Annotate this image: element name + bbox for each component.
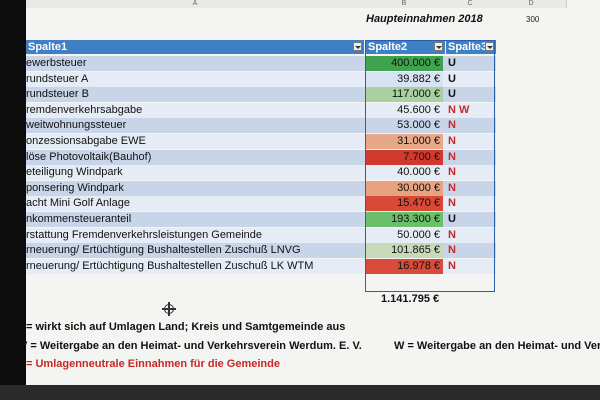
row-name-cell[interactable]: remdenverkehrsabgabe	[26, 103, 143, 116]
row-value-cell[interactable]: 101.865 €	[366, 243, 443, 259]
row-value-cell[interactable]: 31.000 €	[366, 134, 443, 149]
table-row[interactable]: weitwohnungssteuer 53.000 € N	[26, 118, 496, 134]
row-flag-cell[interactable]: U	[448, 213, 456, 225]
table-header-spalte2[interactable]: Spalte2	[365, 40, 445, 54]
row-value-cell[interactable]: 16.978 €	[366, 258, 443, 274]
row-flag-cell[interactable]: N	[448, 244, 456, 257]
row-name-cell[interactable]: löse Photovoltaik(Bauhof)	[26, 150, 152, 163]
row-value-cell[interactable]: 193.300 €	[366, 212, 443, 227]
row-flag-cell[interactable]: N	[448, 228, 456, 241]
cursor-crosshair-icon	[162, 302, 176, 316]
monitor-bottom-edge	[0, 385, 600, 400]
sheet-title-cell[interactable]: Haupteinnahmen 2018	[366, 13, 483, 25]
legend-note-w[interactable]: W = Weitergabe an den Heimat- und Verkeh	[394, 340, 600, 352]
filter-dropdown-icon[interactable]	[485, 42, 494, 51]
table-header-spalte3[interactable]: Spalte3	[446, 40, 496, 54]
row-name-cell[interactable]: rstattung Fremdenverkehrsleistungen Geme…	[26, 228, 263, 241]
table-row[interactable]: rundsteuer B 117.000 € U	[26, 87, 496, 103]
table-row[interactable]: eteiligung Windpark 40.000 € N	[26, 165, 496, 181]
row-flag-cell[interactable]: N	[448, 197, 456, 210]
row-flag-cell[interactable]: N	[448, 135, 456, 147]
row-name-cell[interactable]: rneuerung/ Ertüchtigung Bushaltestellen …	[26, 259, 314, 272]
header-label-spalte3: Spalte3	[448, 41, 488, 53]
column-header-c[interactable]: C	[444, 0, 497, 8]
row-flag-cell[interactable]: N	[448, 150, 456, 163]
table-row[interactable]: nkommensteueranteil 193.300 € U	[26, 212, 496, 227]
monitor-bezel	[0, 0, 26, 400]
legend-note-n[interactable]: = Umlagenneutrale Einnahmen für die Geme…	[26, 358, 280, 370]
header-label-spalte1: Spalte1	[28, 41, 68, 53]
row-name-cell[interactable]: ewerbsteuer	[26, 57, 87, 69]
row-flag-cell[interactable]: U	[448, 72, 456, 85]
legend-note-v[interactable]: V = Weitergabe an den Heimat- und Verkeh…	[20, 340, 362, 352]
row-name-cell[interactable]: eteiligung Windpark	[26, 166, 123, 179]
header-label-spalte2: Spalte2	[368, 41, 408, 53]
side-value-cell[interactable]: 300	[526, 15, 540, 24]
row-flag-cell[interactable]: N	[448, 259, 456, 272]
filter-dropdown-icon[interactable]	[353, 42, 362, 51]
table-row[interactable]: rneuerung/ Ertüchtigung Bushaltestellen …	[26, 258, 496, 274]
spreadsheet-grid: A B C D Haupteinnahmen 2018 300 Spalte1 …	[20, 0, 600, 385]
row-name-cell[interactable]: onzessionsabgabe EWE	[26, 135, 146, 147]
row-flag-cell[interactable]: N W	[448, 103, 470, 116]
total-cell[interactable]: 1.141.795 €	[381, 293, 440, 305]
table-row[interactable]: rundsteuer A 39.882 € U	[26, 71, 496, 87]
table-row[interactable]: ponsering Windpark 30.000 € N	[26, 180, 496, 196]
row-flag-cell[interactable]: N	[448, 181, 456, 194]
row-flag-cell[interactable]: U	[448, 57, 456, 69]
row-flag-cell[interactable]: N	[448, 166, 456, 179]
row-name-cell[interactable]: nkommensteueranteil	[26, 213, 132, 225]
column-header-a[interactable]: A	[26, 0, 365, 8]
column-header-b[interactable]: B	[364, 0, 445, 8]
row-value-cell[interactable]: 40.000 €	[366, 165, 443, 181]
row-flag-cell[interactable]: N	[448, 119, 456, 132]
table-row[interactable]: rstattung Fremdenverkehrsleistungen Geme…	[26, 227, 496, 243]
row-flag-cell[interactable]: U	[448, 88, 456, 101]
table-row[interactable]: acht Mini Golf Anlage 15.470 € N	[26, 196, 496, 212]
filter-dropdown-icon[interactable]	[434, 42, 443, 51]
table-row[interactable]: rneuerung/ Ertüchtigung Bushaltestellen …	[26, 243, 496, 259]
row-value-cell[interactable]: 30.000 €	[366, 180, 443, 196]
table-row[interactable]: remdenverkehrsabgabe 45.600 € N W	[26, 102, 496, 118]
row-name-cell[interactable]: acht Mini Golf Anlage	[26, 197, 130, 210]
column-header-d[interactable]: D	[496, 0, 567, 8]
row-name-cell[interactable]: rneuerung/ Ertüchtigung Bushaltestellen …	[26, 244, 301, 257]
row-name-cell[interactable]: ponsering Windpark	[26, 181, 124, 194]
row-value-cell[interactable]: 400.000 €	[366, 56, 443, 71]
row-value-cell[interactable]: 50.000 €	[366, 227, 443, 243]
table-row[interactable]: ewerbsteuer 400.000 € U	[26, 56, 496, 71]
row-name-cell[interactable]: rundsteuer B	[26, 88, 89, 101]
legend-note-u[interactable]: = wirkt sich auf Umlagen Land; Kreis und…	[26, 321, 346, 333]
row-value-cell[interactable]: 39.882 €	[366, 71, 443, 87]
row-value-cell[interactable]: 117.000 €	[366, 87, 443, 103]
row-value-cell[interactable]: 45.600 €	[366, 102, 443, 118]
row-name-cell[interactable]: rundsteuer A	[26, 72, 89, 85]
row-value-cell[interactable]: 15.470 €	[366, 196, 443, 212]
table-header-spalte1[interactable]: Spalte1	[26, 40, 364, 54]
table-row[interactable]: löse Photovoltaik(Bauhof) 7.700 € N	[26, 149, 496, 165]
row-value-cell[interactable]: 53.000 €	[366, 118, 443, 134]
row-value-cell[interactable]: 7.700 €	[366, 149, 443, 165]
table-row[interactable]: onzessionsabgabe EWE 31.000 € N	[26, 134, 496, 149]
row-name-cell[interactable]: weitwohnungssteuer	[26, 119, 127, 132]
